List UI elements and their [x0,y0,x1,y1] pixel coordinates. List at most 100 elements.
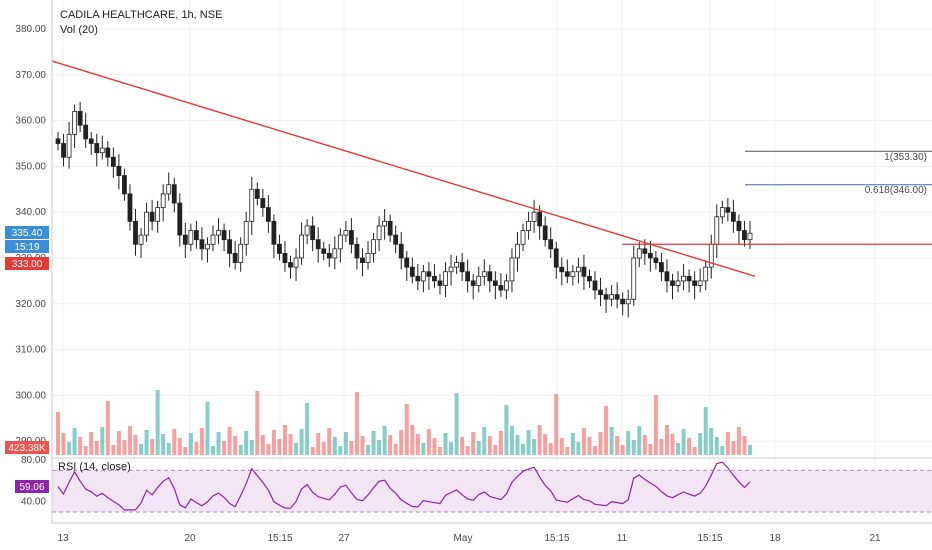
volume-bar [211,446,216,455]
volume-bar [393,444,398,455]
candle-body [520,230,526,245]
volume-bar [698,433,703,455]
candle-body [282,253,288,263]
candle-body [659,262,664,273]
volume-bar [316,433,321,455]
candle-body [171,184,177,204]
candle-body [587,275,592,282]
candle-body [116,165,122,176]
volume-bar [554,394,559,455]
volume-bar [382,426,387,455]
time-tick-label: 20 [184,533,196,544]
volume-bar [692,447,697,455]
volume-bar [205,402,210,455]
volume-value-badge: 423.38K [5,441,49,454]
candle-body [227,239,233,254]
volume-bar [78,437,83,455]
candle-body [177,202,183,236]
price-tick-label: 300.00 [15,390,46,401]
candle-body [575,266,581,273]
candle-body [697,280,703,286]
volume-bars [56,390,752,455]
candle-body [61,143,66,158]
volume-bar [111,445,116,455]
candle-body [481,271,487,277]
candle-body [72,111,78,135]
candle-body [271,220,277,245]
candle-body [337,234,343,250]
volume-bar [277,439,282,455]
svg-text:59.06: 59.06 [19,482,44,493]
candle-body [299,234,304,259]
candle-body [205,243,210,250]
candle-body [216,230,221,236]
candle-body [459,262,465,273]
volume-bar [426,429,431,455]
volume-bar [687,438,692,455]
horizontal-level-badge: 333.00 [5,257,49,270]
candle-body [603,294,609,300]
volume-bar [731,441,736,455]
candle-body [647,253,653,259]
volume-bar [288,434,293,455]
volume-bar [609,427,614,455]
volume-bar [238,445,243,455]
volume-bar [199,428,204,455]
rsi-tick-label: 40.00 [21,497,46,508]
candle-body [625,298,631,305]
candle-body [83,124,89,140]
candle-body [238,243,244,263]
volume-bar [598,432,603,455]
candle-body [232,253,238,263]
candle-body [504,280,509,291]
volume-bar [676,443,681,455]
candle-body [387,220,393,236]
rsi-pane [52,461,932,513]
candle-body [686,275,692,282]
candle-body [670,280,675,286]
volume-bar [271,430,276,455]
time-axis[interactable]: 13 20 15:15 27 May 15:15 11 15:15 18 21 [52,522,932,544]
volume-bar [222,441,227,455]
volume-bar [521,444,526,455]
volume-bar [637,426,642,455]
volume-bar [548,443,553,455]
volume-bar [299,429,304,455]
candle-body [714,216,720,245]
candle-body [398,243,404,259]
volume-bar [465,446,470,455]
candle-body [515,243,520,259]
volume-bar [493,445,498,455]
candle-body [564,271,570,277]
volume-bar [249,440,254,455]
candle-body [304,225,310,236]
candle-body [570,271,576,277]
volume-bar [67,442,72,455]
volume-bar [587,437,592,455]
price-axis[interactable]: 380.00370.00360.00350.00340.00330.00320.… [15,0,53,523]
volume-bar [482,427,487,455]
volume-bar [471,432,476,455]
volume-bar [366,445,371,455]
volume-bar [515,435,520,455]
volume-bar [504,405,509,455]
candle-body [432,275,437,282]
candle-body [55,138,61,144]
volume-bar [714,437,719,455]
candle-body [193,230,199,241]
candle-body [592,280,598,291]
rsi-band [52,470,932,512]
volume-bar [100,427,105,455]
candle-body [138,234,144,245]
volume-bar [443,433,448,455]
volume-bar [404,404,409,455]
volume-bar [133,435,138,455]
trendline [51,60,756,277]
candle-body [360,257,365,263]
volume-bar [653,395,658,455]
drawing-tools[interactable] [51,60,932,277]
candle-body [221,230,227,241]
candle-body [105,147,111,158]
candle-body [581,266,587,277]
